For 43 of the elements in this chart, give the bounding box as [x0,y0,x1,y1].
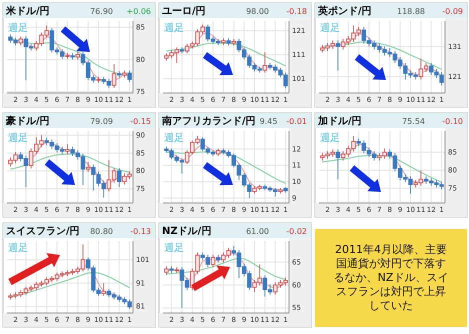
annotation: 週足 [8,243,28,254]
text: 75.54 [402,117,425,126]
text: 61.00 [246,227,269,236]
annotation: 週足 [164,23,184,34]
annotation: 週足 [164,133,184,144]
text: -0.09 [442,7,463,16]
text: -0.15 [130,117,151,126]
text: -0.01 [286,117,307,126]
text: 79.09 [90,117,113,126]
text: -0.13 [130,227,151,236]
candlestick [117,168,122,188]
annotation: 週足 [320,133,340,144]
text: 98.00 [246,7,269,16]
chart-title: NZドル/円 [162,226,212,237]
text: 2011年4月以降、主要国通貨が対円で下落するなか、NZドル、スイスフランは対円で上昇していた [334,243,448,312]
text: -0.10 [442,117,463,126]
text: -0.02 [286,227,307,236]
candlestick [112,64,116,88]
candlestick [86,162,90,172]
chart-title: 米ドル/円 [5,5,50,17]
candlestick [262,52,268,73]
text: +0.06 [126,7,151,16]
candlestick [127,70,132,82]
chart-title: スイスフラン/円 [6,226,80,237]
annotation: 週足 [8,23,28,34]
annotation: 週足 [8,133,28,144]
chart-title: 英ポンド/円 [317,5,372,17]
candlestick [65,144,70,155]
chart-title: 南アフリカランド/円 [161,115,256,127]
chart-title: ユーロ/円 [162,6,206,17]
chart-title: 加ドル/円 [317,115,362,127]
text: 118.88 [397,7,425,16]
candlestick [65,52,70,60]
text: 80.80 [90,227,113,236]
text: 9.45 [260,117,278,126]
candlestick [101,282,106,296]
line-series [166,144,286,192]
text: 76.90 [90,7,113,16]
annotation: 週足 [164,243,184,254]
annotation: 週足 [320,23,340,34]
text: -0.18 [286,7,307,16]
chart-title: 豪ドル/円 [5,115,50,127]
candlestick [210,254,216,268]
